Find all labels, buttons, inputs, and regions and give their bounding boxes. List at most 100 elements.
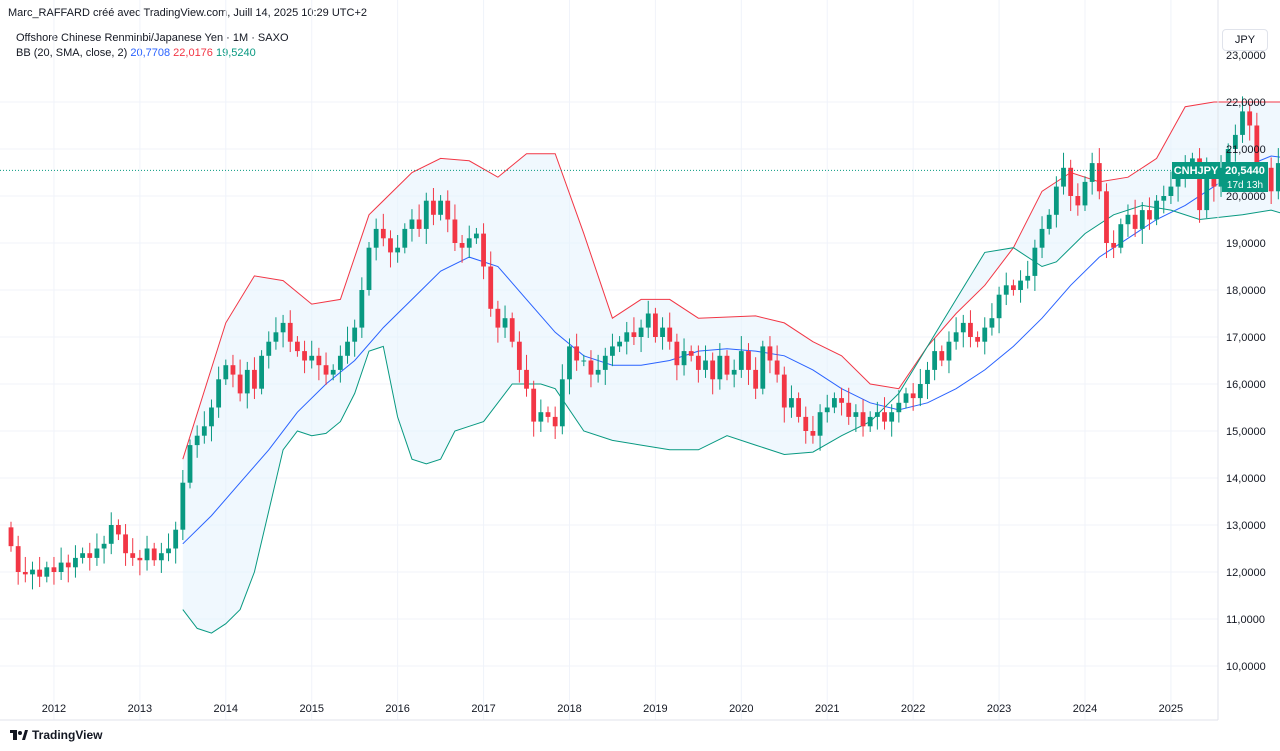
candle-body — [681, 351, 687, 366]
bb-upper-line — [182, 101, 1280, 460]
candle-body — [960, 322, 966, 333]
candle-body — [1139, 210, 1145, 229]
candle-body — [252, 369, 257, 389]
candle-body — [631, 332, 637, 337]
candle-body — [187, 445, 193, 483]
candle-body — [710, 360, 716, 380]
candle-body — [781, 374, 787, 408]
candle-body — [158, 553, 164, 561]
price-tick-label: 13,0000 — [1226, 520, 1266, 532]
candle-body — [939, 351, 945, 361]
candle-body — [860, 412, 866, 427]
time-tick-label: 2020 — [729, 703, 753, 715]
candle-body — [316, 355, 322, 366]
candle-body — [695, 355, 701, 370]
candle-body — [1247, 111, 1253, 126]
candle-body — [688, 351, 694, 356]
candle-body — [15, 546, 21, 572]
candle-body — [481, 233, 486, 267]
candle-body — [73, 557, 78, 568]
bb-label: BB (20, SMA, close, 2) — [16, 47, 128, 59]
brand-name: TradingView — [32, 728, 103, 742]
candle-body — [1039, 228, 1045, 248]
candle-body — [653, 313, 658, 337]
time-tick-label: 2022 — [901, 703, 925, 715]
candle-body — [495, 308, 501, 328]
candle-body — [366, 247, 372, 290]
candle-body — [309, 355, 315, 361]
price-tick-label: 14,0000 — [1226, 473, 1266, 485]
candle-body — [1225, 149, 1231, 168]
candle-body — [989, 318, 995, 328]
candle-body — [645, 313, 651, 328]
candle-body — [173, 529, 179, 549]
candle-body — [832, 398, 837, 408]
candle-body — [817, 412, 823, 436]
candle-body — [116, 525, 121, 535]
candle-body — [1218, 167, 1224, 187]
bb-fill — [182, 102, 1280, 634]
candle-body — [94, 548, 100, 558]
candle-body — [624, 332, 630, 342]
candle-body — [395, 247, 401, 253]
chart-header: Marc_RAFFARD créé avec TradingView.com, … — [8, 7, 367, 19]
candle-body — [474, 233, 479, 239]
candle-body — [538, 412, 544, 422]
candle-body — [1011, 285, 1016, 290]
candle-body — [509, 318, 515, 342]
candle-body — [166, 548, 171, 554]
candle-body — [595, 369, 601, 375]
candle-body — [731, 369, 737, 375]
candle-body — [867, 416, 873, 427]
candle-body — [581, 360, 587, 362]
candle-body — [416, 219, 422, 229]
candle-body — [753, 369, 759, 389]
candle-body — [452, 219, 458, 243]
tradingview-logo[interactable]: TradingView — [10, 728, 102, 742]
candle-body — [1068, 167, 1074, 196]
time-tick-label: 2021 — [815, 703, 839, 715]
candle-body — [194, 435, 200, 446]
candle-body — [1197, 158, 1202, 211]
candle-body — [380, 228, 386, 239]
candle-body — [44, 567, 50, 577]
candle-body — [810, 431, 816, 436]
candle-body — [244, 369, 250, 394]
candle-body — [925, 369, 930, 384]
candle-body — [388, 238, 393, 253]
candle-body — [259, 355, 264, 389]
currency-button[interactable]: JPY — [1222, 29, 1268, 51]
candle-body — [1168, 186, 1174, 196]
candle-body — [559, 379, 565, 427]
candle-body — [738, 351, 744, 370]
time-tick-label: 2019 — [643, 703, 667, 715]
candle-body — [1046, 214, 1052, 229]
candle-body — [209, 407, 214, 427]
candle-body — [789, 398, 794, 408]
symbol-line[interactable]: Offshore Chinese Renminbi/Japanese Yen ·… — [16, 32, 289, 44]
candle-body — [1254, 125, 1260, 182]
candle-body — [22, 572, 28, 575]
candle-body — [667, 327, 673, 342]
candle-body — [273, 332, 279, 342]
candle-body — [588, 360, 594, 375]
candle-body — [295, 341, 300, 352]
candle-body — [610, 346, 615, 356]
candle-body — [874, 412, 880, 417]
candle-body — [266, 341, 272, 356]
candle-body — [917, 384, 923, 399]
price-tick-label: 18,0000 — [1226, 285, 1266, 297]
candle-body — [1018, 280, 1023, 290]
candle-body — [280, 322, 286, 333]
candle-body — [760, 346, 766, 389]
price-tick-label: 23,0000 — [1226, 50, 1266, 62]
candle-body — [1111, 243, 1117, 248]
candle-body — [703, 360, 708, 370]
candle-body — [552, 416, 558, 427]
bb-upper-value: 22,0176 — [173, 47, 213, 59]
candle-body — [409, 219, 415, 229]
candle-body — [216, 379, 222, 408]
price-tick-label: 19,0000 — [1226, 238, 1266, 250]
candle-body — [567, 346, 572, 380]
